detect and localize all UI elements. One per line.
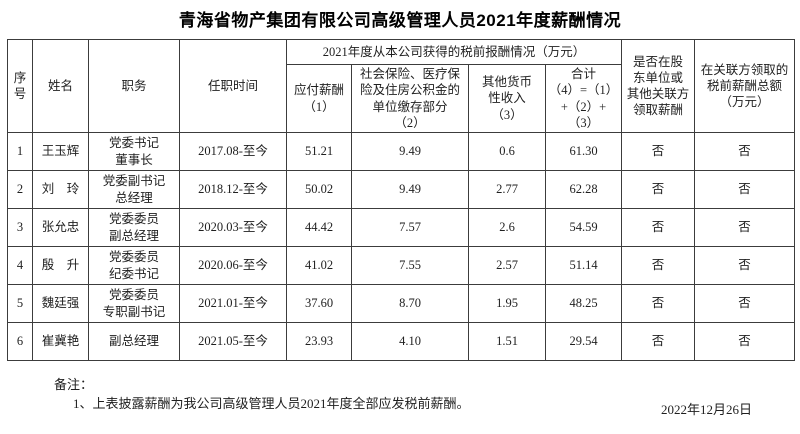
cell-position: 党委副书记 总经理 bbox=[88, 170, 180, 209]
cell-name: 王玉辉 bbox=[32, 132, 89, 171]
cell-shareholder: 否 bbox=[621, 132, 696, 171]
cell-total: 61.30 bbox=[544, 132, 623, 171]
header-payable: 应付薪酬 （1） bbox=[286, 64, 352, 133]
cell-seq: 3 bbox=[7, 208, 33, 247]
cell-shareholder: 否 bbox=[621, 246, 696, 285]
cell-tenure: 2018.12-至今 bbox=[179, 170, 287, 209]
table-row: 1 王玉辉 党委书记 董事长 2017.08-至今 51.21 9.49 0.6 61.30 否… bbox=[7, 132, 796, 171]
cell-position: 党委书记 董事长 bbox=[88, 132, 180, 171]
cell-tenure: 2021.05-至今 bbox=[179, 322, 287, 361]
cell-payable: 37.60 bbox=[286, 284, 352, 323]
document-date: 2022年12月26日 bbox=[660, 402, 752, 417]
cell-seq: 1 bbox=[7, 132, 33, 171]
cell-shareholder: 否 bbox=[621, 284, 696, 323]
cell-other: 2.6 bbox=[468, 208, 546, 247]
cell-tenure: 2020.06-至今 bbox=[179, 246, 287, 285]
cell-seq: 2 bbox=[7, 170, 33, 209]
cell-social: 7.55 bbox=[351, 246, 469, 285]
header-tenure: 任职时间 bbox=[179, 39, 287, 133]
salary-table: 序 号 姓名 职务 任职时间 2021年度从本公司获得的税前报酬情况（万元） 是… bbox=[7, 39, 796, 361]
cell-name: 刘 玲 bbox=[32, 170, 89, 209]
cell-total: 54.59 bbox=[544, 208, 623, 247]
cell-shareholder: 否 bbox=[621, 322, 696, 361]
cell-social: 9.49 bbox=[351, 170, 469, 209]
cell-social: 4.10 bbox=[351, 322, 469, 361]
header-shareholder: 是否在股 东单位或 其他关联方 领取薪酬 bbox=[621, 39, 696, 133]
cell-name: 崔冀艳 bbox=[32, 322, 89, 361]
table-row: 5 魏廷强 党委委员 专职副书记 2021.01-至今 37.60 8.70 1.95 48.… bbox=[7, 284, 796, 323]
cell-name: 魏廷强 bbox=[32, 284, 89, 323]
cell-tenure: 2020.03-至今 bbox=[179, 208, 287, 247]
header-position: 职务 bbox=[88, 39, 180, 133]
notes-label: 备注： bbox=[54, 377, 94, 392]
cell-related: 否 bbox=[694, 208, 796, 247]
cell-other: 0.6 bbox=[468, 132, 546, 171]
cell-tenure: 2021.01-至今 bbox=[179, 284, 287, 323]
cell-total: 48.25 bbox=[544, 284, 623, 323]
cell-other: 2.77 bbox=[468, 170, 546, 209]
cell-seq: 6 bbox=[7, 322, 33, 361]
notes-item-1: 1、上表披露薪酬为我公司高级管理人员2021年度全部应发税前薪酬。 bbox=[73, 396, 470, 411]
cell-position: 党委委员 副总经理 bbox=[88, 208, 180, 247]
cell-total: 51.14 bbox=[544, 246, 623, 285]
table-header: 序 号 姓名 职务 任职时间 2021年度从本公司获得的税前报酬情况（万元） 是… bbox=[7, 39, 796, 133]
table-row: 3 张允忠 党委委员 副总经理 2020.03-至今 44.42 7.57 2.6 54.59… bbox=[7, 208, 796, 247]
cell-seq: 4 bbox=[7, 246, 33, 285]
cell-related: 否 bbox=[694, 170, 796, 209]
cell-name: 殷 升 bbox=[32, 246, 89, 285]
cell-total: 29.54 bbox=[544, 322, 623, 361]
cell-shareholder: 否 bbox=[621, 208, 696, 247]
header-other-income: 其他货币 性收入 （3） bbox=[468, 64, 546, 133]
cell-position: 党委委员 纪委书记 bbox=[88, 246, 180, 285]
cell-social: 7.57 bbox=[351, 208, 469, 247]
cell-related: 否 bbox=[694, 322, 796, 361]
header-name: 姓名 bbox=[32, 39, 89, 133]
table-row: 6 崔冀艳 副总经理 2021.05-至今 23.93 4.10 1.51 29.54 否否 bbox=[7, 322, 796, 361]
cell-position: 党委委员 专职副书记 bbox=[88, 284, 180, 323]
cell-payable: 50.02 bbox=[286, 170, 352, 209]
cell-total: 62.28 bbox=[544, 170, 623, 209]
cell-payable: 44.42 bbox=[286, 208, 352, 247]
cell-social: 8.70 bbox=[351, 284, 469, 323]
cell-other: 1.95 bbox=[468, 284, 546, 323]
notes-section: 备注： 1、上表披露薪酬为我公司高级管理人员2021年度全部应发税前薪酬。 bbox=[0, 376, 800, 413]
cell-related: 否 bbox=[694, 246, 796, 285]
header-related-party: 在关联方领取的 税前薪酬总额 （万元） bbox=[694, 39, 796, 133]
header-total: 合计 （4）=（1） +（2）+ （3） bbox=[544, 64, 623, 133]
page-title: 青海省物产集团有限公司高级管理人员2021年度薪酬情况 bbox=[178, 11, 622, 30]
cell-payable: 23.93 bbox=[286, 322, 352, 361]
cell-social: 9.49 bbox=[351, 132, 469, 171]
cell-payable: 41.02 bbox=[286, 246, 352, 285]
cell-other: 2.57 bbox=[468, 246, 546, 285]
cell-related: 否 bbox=[694, 284, 796, 323]
cell-position: 副总经理 bbox=[88, 322, 180, 361]
cell-other: 1.51 bbox=[468, 322, 546, 361]
cell-name: 张允忠 bbox=[32, 208, 89, 247]
header-compensation-group: 2021年度从本公司获得的税前报酬情况（万元） bbox=[285, 39, 623, 65]
cell-related: 否 bbox=[694, 132, 796, 171]
cell-payable: 51.21 bbox=[286, 132, 352, 171]
cell-shareholder: 否 bbox=[621, 170, 696, 209]
table-body: 1 王玉辉 党委书记 董事长 2017.08-至今 51.21 9.49 0.6 61.30 否… bbox=[7, 132, 796, 361]
cell-tenure: 2017.08-至今 bbox=[179, 132, 287, 171]
cell-seq: 5 bbox=[7, 284, 33, 323]
header-seq: 序 号 bbox=[7, 39, 33, 133]
header-social-insurance: 社会保险、医疗保 险及住房公积金的 单位缴存部分 （2） bbox=[351, 64, 469, 133]
